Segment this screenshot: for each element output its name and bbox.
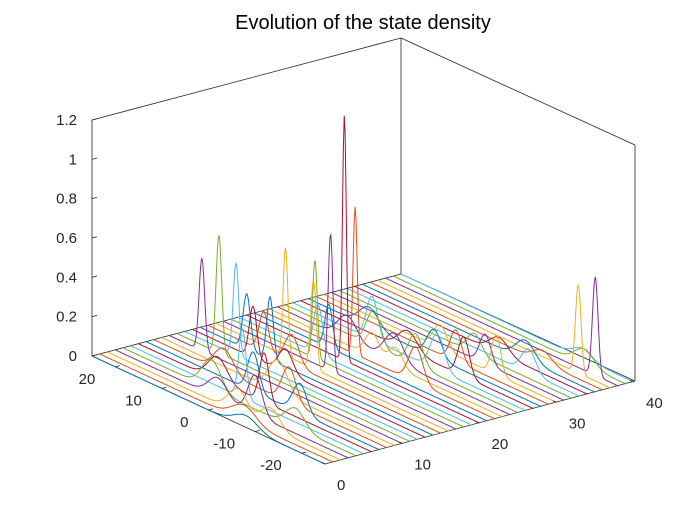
series-curve-t22 <box>261 206 496 420</box>
z-tick-label-2: 0.4 <box>56 269 77 286</box>
series-curve-t2 <box>107 351 341 461</box>
state-tick-mark-0 <box>301 451 307 454</box>
state-tick-label-2: 0 <box>180 414 188 431</box>
z-tick-mark-5 <box>91 157 98 160</box>
z-tick-label-0: 0 <box>69 348 77 365</box>
chart-title: Evolution of the state density <box>235 12 491 34</box>
series-curve-t30 <box>323 294 558 403</box>
time-tick-mark-3 <box>552 400 557 403</box>
series-curve-t7 <box>145 341 380 451</box>
series-curve-t3 <box>114 349 349 459</box>
z-tick-mark-6 <box>91 118 98 121</box>
time-tick-label-4: 40 <box>646 395 663 412</box>
series-curve-t25 <box>284 304 519 414</box>
series-curve-t6 <box>138 343 372 453</box>
series-curve-t10 <box>169 257 403 444</box>
series-curve-t39 <box>393 275 627 385</box>
series-curve-t20 <box>246 115 480 424</box>
time-tick-label-3: 30 <box>569 416 586 433</box>
series-curve-t29 <box>315 296 550 406</box>
z-tick-mark-2 <box>91 275 98 278</box>
series-curve-t23 <box>269 308 503 418</box>
z-tick-mark-4 <box>91 196 98 200</box>
state-tick-mark-1 <box>254 430 260 432</box>
series-curve-t5 <box>130 327 364 455</box>
series-curve-t13 <box>192 306 426 438</box>
z-tick-label-5: 1 <box>69 151 77 168</box>
series-curve-t17 <box>223 233 457 430</box>
series-curve-t8 <box>153 339 388 449</box>
state-tick-label-1: -10 <box>213 436 235 453</box>
time-tick-mark-2 <box>475 420 480 424</box>
series-curve-t40 <box>400 273 635 383</box>
z-tick-label-1: 0.2 <box>56 309 77 326</box>
series-curve-t1 <box>99 353 333 463</box>
z-tick-mark-3 <box>91 236 98 239</box>
series-curve-t24 <box>277 306 511 416</box>
box-top-back-right <box>400 37 636 146</box>
series-curve-t34 <box>354 285 588 395</box>
time-tick-label-2: 20 <box>492 436 509 453</box>
state-tick-mark-4 <box>115 365 120 368</box>
time-tick-mark-0 <box>320 461 326 465</box>
axes-box <box>91 37 636 465</box>
series-curve-t11 <box>176 235 411 442</box>
series-curve-t32 <box>338 289 573 399</box>
box-top-back-left <box>91 37 402 121</box>
series-curve-t9 <box>161 337 395 447</box>
series-curve-t19 <box>238 303 473 426</box>
series-curve-t4 <box>122 347 357 457</box>
series-curve-t14 <box>199 292 434 436</box>
z-tick-mark-0 <box>91 354 98 357</box>
series-curve-t35 <box>362 283 596 393</box>
series-curve-t37 <box>377 279 612 389</box>
time-axis-line <box>324 380 636 465</box>
time-tick-label-1: 10 <box>414 457 431 474</box>
time-tick-mark-1 <box>398 441 403 444</box>
series-curves <box>91 115 635 465</box>
series-curve-t21 <box>253 303 488 422</box>
state-tick-mark-2 <box>208 408 214 411</box>
z-tick-label-3: 0.6 <box>56 230 77 247</box>
z-tick-label-4: 0.8 <box>56 191 77 208</box>
z-tick-label-6: 1.2 <box>56 112 77 129</box>
z-tick-mark-1 <box>91 314 98 318</box>
series-curve-t38 <box>385 276 619 387</box>
state-tick-label-3: 10 <box>125 392 142 409</box>
state-tick-mark-3 <box>161 386 167 389</box>
series-curve-t28 <box>308 298 542 408</box>
state-tick-label-4: 20 <box>79 371 96 388</box>
time-tick-mark-4 <box>629 379 635 383</box>
state-tick-label-0: -20 <box>260 457 282 474</box>
time-tick-label-0: 0 <box>337 477 345 494</box>
